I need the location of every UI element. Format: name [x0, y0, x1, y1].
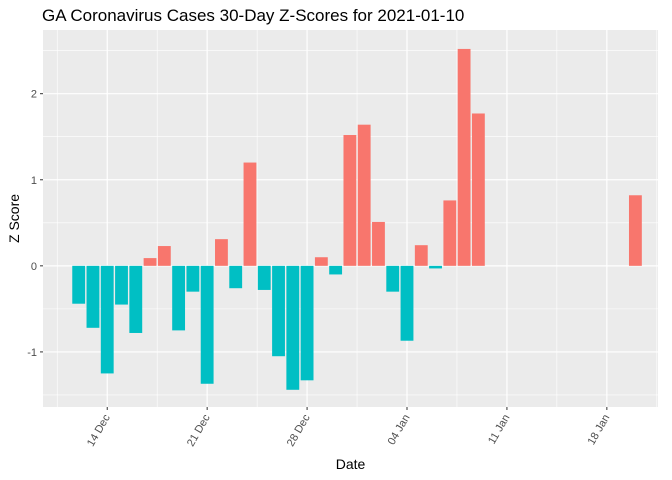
bar — [386, 265, 400, 292]
y-tick-label: 0 — [31, 261, 37, 273]
bar — [157, 246, 171, 266]
bar — [329, 265, 343, 275]
bar — [443, 200, 457, 266]
x-axis-label: Date — [336, 456, 366, 472]
bar — [357, 124, 371, 266]
bar — [229, 265, 243, 289]
bar — [429, 265, 442, 269]
bar — [115, 265, 128, 305]
bar — [400, 265, 414, 341]
bar — [286, 265, 300, 390]
bar — [172, 265, 186, 331]
x-tick-label: 18 Jan — [586, 413, 613, 448]
bar — [628, 195, 642, 266]
x-tick-label: 11 Jan — [486, 413, 513, 447]
x-tick-label: 28 Dec — [285, 412, 313, 449]
x-tick-label: 21 Dec — [185, 412, 213, 449]
x-tick-label: 14 Dec — [85, 412, 113, 449]
y-tick-label: 1 — [31, 175, 37, 187]
y-tick-label: -1 — [27, 347, 37, 359]
x-tick-label: 04 Jan — [386, 413, 413, 448]
bar — [372, 221, 385, 266]
chart-title: GA Coronavirus Cases 30-Day Z-Scores for… — [42, 6, 465, 25]
y-axis-label: Z Score — [6, 194, 22, 243]
bar — [243, 162, 257, 266]
bar — [100, 265, 114, 374]
bar — [300, 265, 314, 381]
bar — [414, 245, 428, 266]
bar — [314, 257, 328, 266]
bar — [186, 265, 200, 292]
bar — [343, 135, 357, 266]
bar — [471, 113, 485, 266]
bar — [72, 265, 86, 304]
bar — [143, 258, 157, 266]
bar — [215, 239, 228, 266]
bar — [129, 265, 143, 333]
bar — [272, 265, 285, 357]
bar — [257, 265, 271, 290]
y-tick-label: 2 — [31, 89, 37, 101]
bar — [86, 265, 100, 328]
bar — [200, 265, 214, 384]
bar — [457, 48, 471, 266]
